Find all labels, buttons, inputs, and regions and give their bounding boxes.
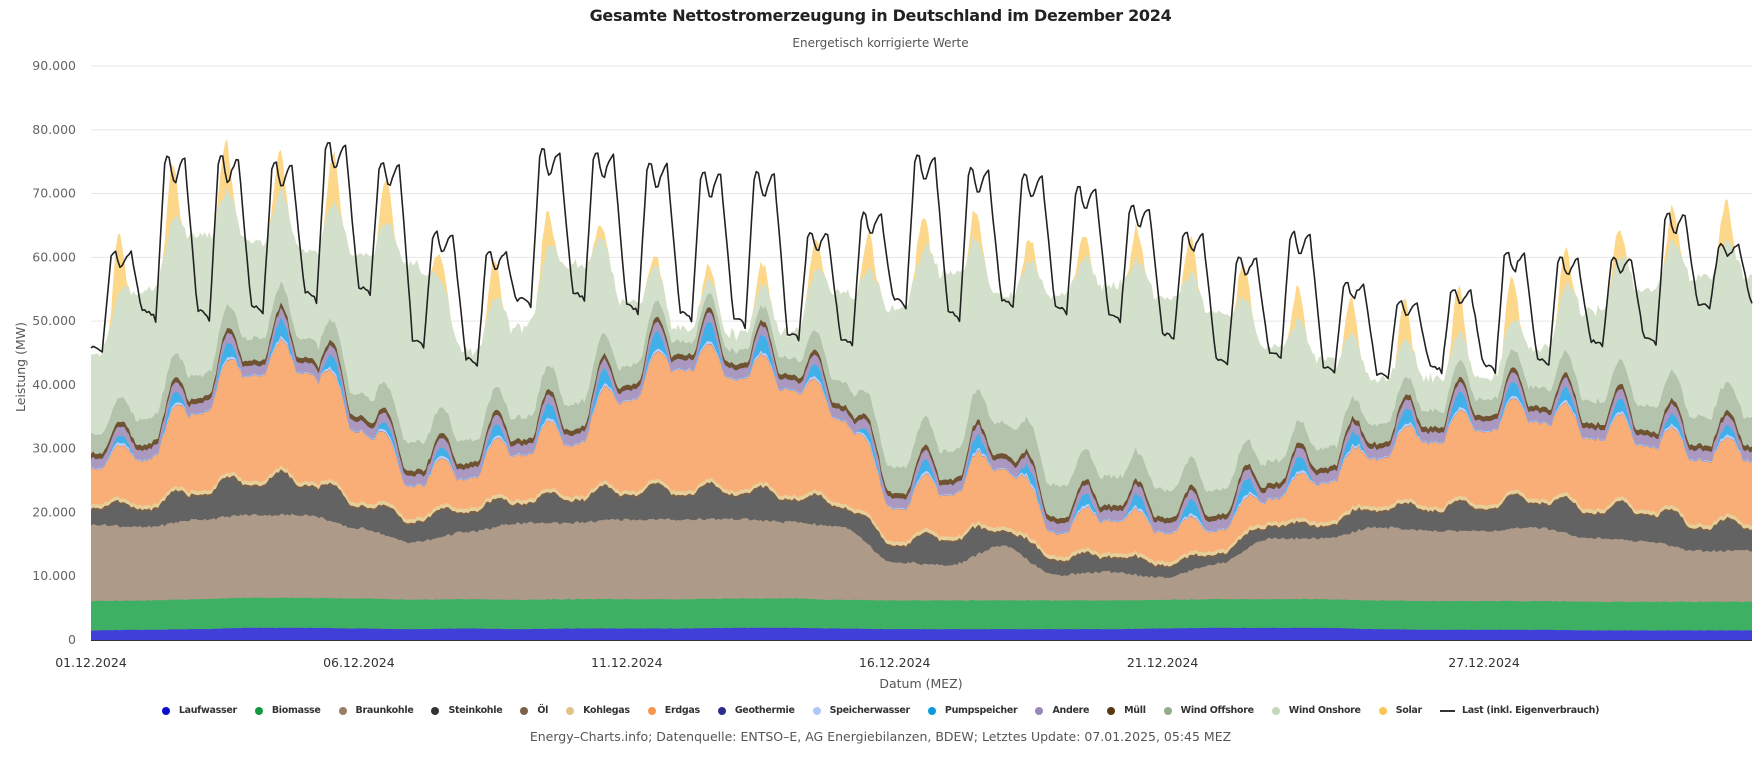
legend-item-geothermie[interactable]: Geothermie	[717, 705, 795, 716]
chart-title: Gesamte Nettostromerzeugung in Deutschla…	[589, 6, 1172, 25]
legend-dot-icon	[1378, 706, 1387, 715]
legend-dot-icon	[1163, 706, 1172, 715]
y-tick-label: 10.000	[32, 568, 76, 583]
load-line-group	[90, 142, 1753, 380]
legend-item-wind-offshore[interactable]: Wind Offshore	[1163, 705, 1254, 716]
x-tick-label: 16.12.2024	[859, 655, 931, 670]
legend-label: Andere	[1052, 705, 1090, 716]
y-tick-label: 50.000	[32, 313, 76, 328]
y-tick-label: 70.000	[32, 186, 76, 201]
legend-label: Pumpspeicher	[944, 705, 1018, 716]
legend-label: Kohlegas	[583, 705, 630, 716]
legend-item-kohlegas[interactable]: Kohlegas	[566, 705, 630, 716]
y-tick-label: 80.000	[32, 122, 76, 137]
legend-item-wind-onshore[interactable]: Wind Onshore	[1271, 705, 1361, 716]
x-axis-ticks: 01.12.2024 06.12.2024 11.12.2024 16.12.2024…	[55, 655, 1520, 670]
legend-dot-icon	[520, 706, 529, 715]
y-tick-label: 30.000	[32, 441, 76, 456]
y-tick-label: 40.000	[32, 377, 76, 392]
legend-item-biomasse[interactable]: Biomasse	[254, 705, 321, 716]
legend-item-speicherwasser[interactable]: Speicherwasser	[812, 705, 911, 716]
line-last-inkl-eigenverbrauch[interactable]	[90, 142, 1753, 380]
y-tick-label: 0	[68, 632, 76, 647]
legend-dot-icon	[1035, 706, 1044, 715]
x-tick-label: 27.12.2024	[1448, 655, 1520, 670]
legend-label: Last (inkl. Eigenverbrauch)	[1461, 705, 1600, 716]
chart-subtitle: Energetisch korrigierte Werte	[792, 36, 969, 50]
y-axis-ticks: 0 10.000 20.000 30.000 40.000 50.000 60.000 70.…	[32, 58, 76, 647]
x-tick-label: 01.12.2024	[55, 655, 127, 670]
y-tick-label: 20.000	[32, 504, 76, 519]
x-tick-label: 06.12.2024	[323, 655, 395, 670]
legend-label: Erdgas	[664, 705, 700, 716]
legend-label: Wind Offshore	[1180, 705, 1254, 716]
legend-label: Speicherwasser	[829, 705, 911, 716]
legend-dot-icon	[254, 706, 263, 715]
legend-dot-icon	[717, 706, 726, 715]
x-tick-label: 21.12.2024	[1127, 655, 1199, 670]
credits-text: Energy–Charts.info; Datenquelle: ENTSO–E…	[529, 729, 1232, 744]
legend-label: Braunkohle	[355, 705, 414, 716]
area-series	[91, 138, 1752, 641]
legend-item-muell[interactable]: Müll	[1107, 705, 1146, 716]
legend-dot-icon	[1107, 706, 1116, 715]
legend-dot-icon	[647, 706, 656, 715]
legend-item-andere[interactable]: Andere	[1035, 705, 1089, 716]
legend-dot-icon	[338, 706, 347, 715]
legend-dot-icon	[566, 706, 575, 715]
y-axis-title: Leistung (MW)	[13, 322, 28, 412]
legend-item-laufwasser[interactable]: Laufwasser	[161, 705, 237, 716]
legend-dot-icon	[812, 706, 821, 715]
legend-label: Geothermie	[734, 705, 795, 716]
legend-label: Wind Onshore	[1288, 705, 1361, 716]
legend-item-steinkohle[interactable]: Steinkohle	[431, 705, 503, 716]
legend-label: Biomasse	[271, 705, 321, 716]
legend-item-last-inkl-eigenverbrauch-[interactable]: Last (inkl. Eigenverbrauch)	[1439, 705, 1600, 716]
legend-item-pumpspeicher[interactable]: Pumpspeicher	[927, 705, 1018, 716]
legend-label: Solar	[1395, 705, 1423, 716]
legend-label: Müll	[1124, 705, 1146, 716]
y-tick-label: 90.000	[32, 58, 76, 73]
stacked-area-chart: 0 10.000 20.000 30.000 40.000 50.000 60.000 70.…	[13, 58, 1753, 691]
x-tick-label: 11.12.2024	[591, 655, 663, 670]
legend-dot-icon	[927, 706, 936, 715]
legend-label: Laufwasser	[178, 705, 237, 716]
legend-item-braunkohle[interactable]: Braunkohle	[338, 705, 414, 716]
legend-dot-icon	[161, 706, 170, 715]
legend-item-oel[interactable]: Öl	[520, 705, 548, 716]
legend-dot-icon	[1271, 706, 1280, 715]
legend-label: Steinkohle	[448, 705, 503, 716]
legend-item-erdgas[interactable]: Erdgas	[647, 705, 700, 716]
area-laufwasser[interactable]	[91, 627, 1752, 640]
legend-label: Öl	[537, 705, 549, 716]
x-axis-title: Datum (MEZ)	[879, 676, 962, 691]
legend-dot-icon	[431, 706, 440, 715]
legend-line-icon	[1439, 709, 1455, 712]
chart-legend: Laufwasser Biomasse Braunkohle Steinkohle Öl…	[0, 705, 1761, 716]
legend-item-solar[interactable]: Solar	[1378, 705, 1423, 716]
y-tick-label: 60.000	[32, 249, 76, 264]
